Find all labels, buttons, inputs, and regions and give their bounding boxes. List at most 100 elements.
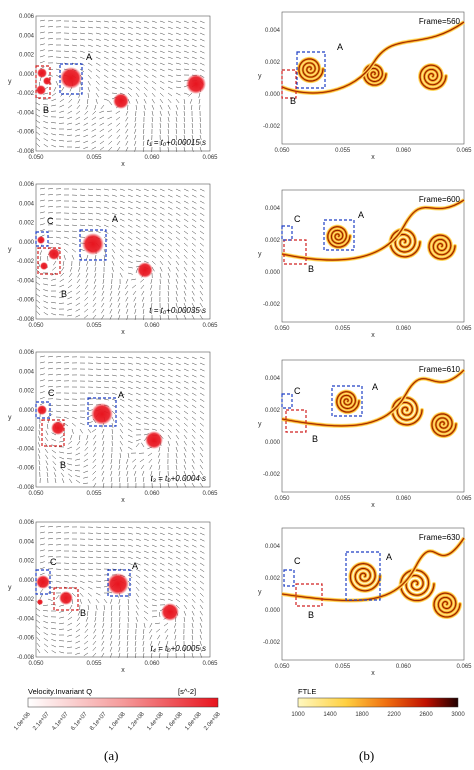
frame-label: Frame=560 (419, 17, 461, 26)
y-tick-label: 0.006 (19, 14, 35, 20)
y-tick-label: 0.002 (265, 576, 281, 582)
q-vortex-core (40, 262, 48, 270)
q-vortex-core (82, 233, 104, 255)
label-b: B (308, 264, 314, 274)
q-colorbar-tick: 1.0e+06 (13, 711, 32, 732)
vortex-b-box (283, 239, 307, 265)
vortex-c-box (35, 231, 49, 247)
label-a: A (112, 214, 118, 224)
x-tick-label: 0.055 (86, 491, 102, 497)
label-b: B (61, 289, 67, 299)
label-a: A (132, 561, 138, 571)
subfigure-label-b: (b) (359, 748, 375, 763)
y-axis-label: y (258, 251, 262, 258)
x-axis-label: x (121, 329, 125, 334)
y-tick-label: -0.006 (17, 130, 35, 136)
x-tick-label: 0.065 (202, 323, 218, 329)
q-vortex-core (186, 74, 206, 94)
y-tick-label: 0.004 (19, 369, 35, 375)
y-tick-label: -0.008 (17, 655, 35, 661)
y-tick-label: -0.008 (17, 317, 35, 323)
q-vortex-core (36, 85, 46, 95)
subfigure-label-a: (a) (104, 748, 119, 763)
vortex-c-box (281, 393, 293, 409)
velocity-vector-field (35, 19, 205, 153)
x-tick-label: 0.050 (274, 148, 290, 154)
x-tick-label: 0.060 (144, 323, 160, 329)
q-panel-1: A B 0.006 0.004 0.002 0.000 -0.002 -0.004 -0.006… (0, 6, 228, 166)
y-tick-label: -0.002 (263, 640, 281, 646)
frame-label: Frame=610 (419, 365, 461, 374)
y-tick-label: 0.004 (265, 544, 281, 550)
y-tick-label: -0.004 (17, 616, 35, 622)
ftle-colorbar-title: FTLE (298, 687, 316, 696)
vortex-a-box (79, 229, 107, 261)
x-axis-label: x (371, 502, 375, 509)
ftle-ridges (281, 20, 466, 95)
q-vortex-core (37, 599, 43, 605)
y-axis-label: y (8, 415, 12, 422)
x-axis-label: x (121, 497, 125, 502)
ftle-ridges (281, 536, 466, 619)
q-colorbar-tick: 2.0e+08 (203, 711, 222, 732)
q-panel-3: A B C 0.006 0.004 0.002 0.000 -0.002 -0.004 -0.00… (0, 342, 228, 502)
x-tick-label: 0.055 (86, 155, 102, 161)
frame-label: Frame=600 (419, 195, 461, 204)
time-caption: t₁ = t₀+0.00015 s (147, 138, 206, 147)
y-tick-label: -0.002 (17, 597, 35, 603)
time-caption: t₃ = t₀+0.0004 s (151, 474, 206, 483)
velocity-vector-field (35, 187, 205, 321)
label-c: C (47, 216, 54, 226)
vortex-b-box (53, 587, 79, 611)
y-axis-label: y (258, 421, 262, 428)
x-tick-label: 0.060 (396, 148, 412, 154)
y-tick-label: 0.002 (19, 53, 35, 59)
vortex-a-box (296, 51, 326, 89)
y-axis-label: y (8, 79, 12, 86)
x-axis-label: x (371, 154, 375, 161)
vortex-b-box (295, 583, 323, 607)
vortex-a-box (345, 551, 381, 601)
vortex-a-box (87, 397, 117, 427)
q-panel-4: A B C 0.006 0.004 0.002 0.000 -0.002 -0.004 -0.00… (0, 512, 228, 672)
plot-frame (281, 527, 465, 661)
x-axis-label: x (371, 332, 375, 339)
q-colorbar-title: Velocity.Invariant Q (28, 687, 92, 696)
y-tick-label: 0.002 (265, 408, 281, 414)
q-vortex-core (145, 431, 163, 449)
y-tick-label: 0.002 (265, 60, 281, 66)
label-a: A (386, 552, 392, 562)
q-colorbar-gradient (27, 697, 219, 708)
vortex-a-box (331, 385, 363, 417)
q-panel-2: A B C 0.006 0.004 0.002 0.000 -0.002 -0.004 -0.00… (0, 174, 228, 334)
label-a: A (337, 42, 343, 52)
q-colorbar-tick: 2.1e+07 (32, 711, 51, 732)
q-vortex-core (37, 236, 45, 244)
x-axis-label: x (121, 161, 125, 166)
q-colorbar: Velocity.Invariant Q [s^-2] 1.0e+06 2.1e+… (0, 685, 230, 745)
vortex-b-box (281, 69, 297, 99)
q-vortex-core (51, 421, 65, 435)
y-tick-label: -0.006 (17, 466, 35, 472)
y-tick-label: -0.002 (17, 259, 35, 265)
y-tick-label: 0.004 (19, 201, 35, 207)
q-vortex-core (161, 603, 179, 621)
q-vortex-core (59, 591, 73, 605)
x-tick-label: 0.050 (28, 155, 44, 161)
x-tick-label: 0.055 (335, 148, 351, 154)
y-tick-label: -0.008 (17, 149, 35, 155)
y-tick-label: 0.002 (19, 559, 35, 565)
y-tick-label: 0.000 (265, 270, 281, 276)
y-tick-label: 0.000 (265, 92, 281, 98)
y-tick-label: -0.002 (17, 427, 35, 433)
q-colorbar-tick: 1.6e+08 (165, 711, 184, 732)
label-c: C (294, 214, 301, 224)
y-axis-label: y (258, 589, 262, 596)
time-caption: t = t₀+0.00035 s (149, 306, 206, 315)
x-tick-label: 0.055 (86, 323, 102, 329)
q-vortex-core (137, 262, 153, 278)
label-c: C (294, 556, 301, 566)
y-tick-label: 0.000 (265, 440, 281, 446)
ftle-colorbar-tick: 2600 (419, 712, 433, 718)
frame-label: Frame=630 (419, 533, 461, 542)
